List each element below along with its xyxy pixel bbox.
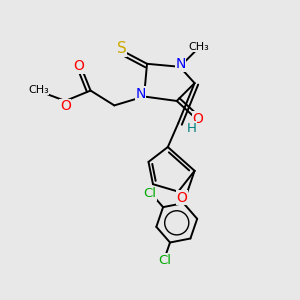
Text: H: H xyxy=(187,122,196,135)
Text: O: O xyxy=(60,99,71,113)
Text: CH₃: CH₃ xyxy=(189,42,209,52)
Text: N: N xyxy=(176,57,186,71)
Text: N: N xyxy=(135,87,146,101)
Text: O: O xyxy=(193,112,204,126)
Text: CH₃: CH₃ xyxy=(28,85,49,95)
Text: Cl: Cl xyxy=(143,188,157,200)
Text: Cl: Cl xyxy=(158,254,171,267)
Text: O: O xyxy=(73,59,84,73)
Text: S: S xyxy=(117,41,127,56)
Text: O: O xyxy=(176,190,187,205)
